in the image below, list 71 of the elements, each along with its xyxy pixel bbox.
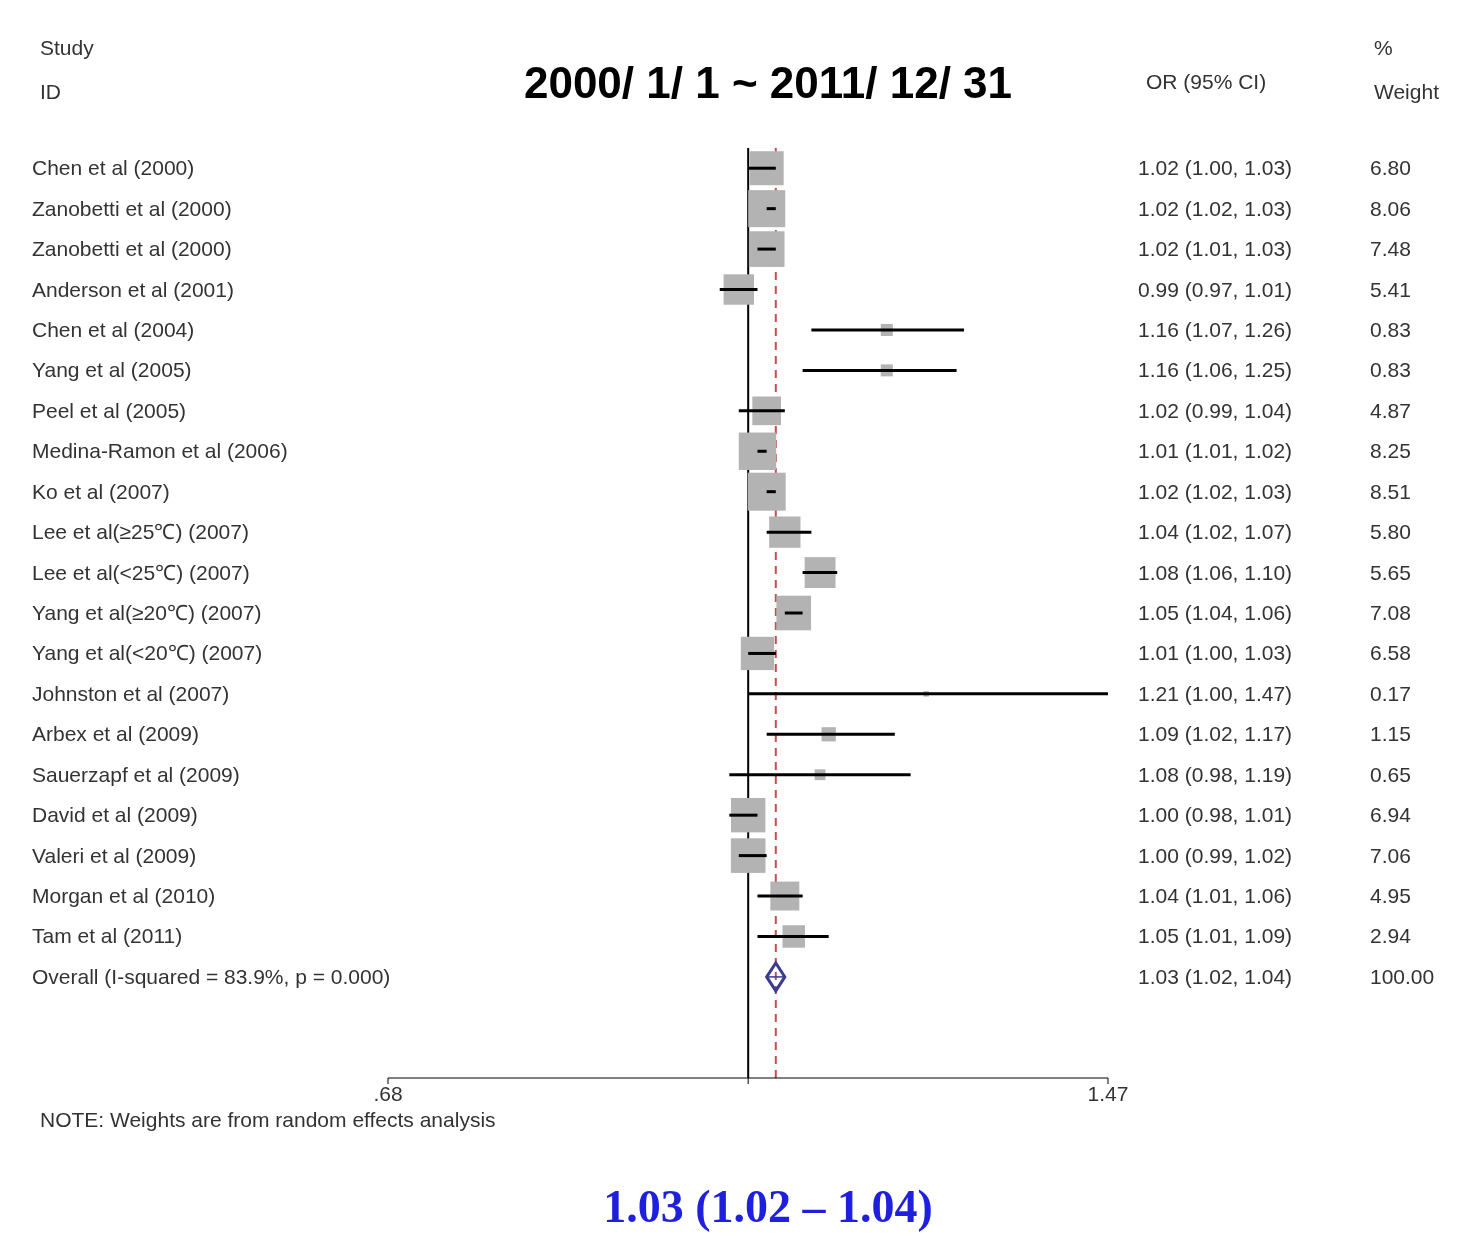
data-label: 1.00 (0.99, 1.02) xyxy=(1138,843,1293,867)
data-label: 1.05 (1.01, 1.09) xyxy=(1138,924,1293,948)
data-label: 1.02 (0.99, 1.04) xyxy=(1138,398,1293,422)
y-tick-label: Yang et al(<20℃) (2007) xyxy=(32,641,263,665)
y-tick-label: Valeri et al (2009) xyxy=(32,843,197,867)
y-tick-label: Zanobetti et al (2000) xyxy=(32,237,232,261)
data-label: 0.99 (0.97, 1.01) xyxy=(1138,277,1293,301)
text: 1.03 (1.02, 1.04) xyxy=(1138,964,1293,988)
text: NOTE: Weights are from random effects analysis xyxy=(40,1108,496,1132)
data-label: 1.02 (1.01, 1.03) xyxy=(1138,237,1293,261)
y-tick-label: Johnston et al (2007) xyxy=(32,681,230,705)
text: OR (95% CI) xyxy=(1146,70,1267,94)
text: 2.94 xyxy=(1370,924,1412,948)
text: 6.80 xyxy=(1370,156,1411,180)
text: 5.80 xyxy=(1370,520,1411,544)
y-tick-label: Yang et al (2005) xyxy=(32,358,192,382)
data-label: 1.16 (1.06, 1.25) xyxy=(1138,358,1293,382)
text: 8.25 xyxy=(1370,439,1411,463)
y-tick-label: David et al (2009) xyxy=(32,803,198,827)
text: 4.87 xyxy=(1370,398,1411,422)
text: 6.94 xyxy=(1370,803,1412,827)
data-label: 1.04 (1.01, 1.06) xyxy=(1138,884,1293,908)
y-tick-label: Sauerzapf et al (2009) xyxy=(32,762,240,786)
data-label: 1.08 (1.06, 1.10) xyxy=(1138,560,1293,584)
text: 8.51 xyxy=(1370,479,1411,503)
text: 0.65 xyxy=(1370,762,1411,786)
data-label: 1.01 (1.00, 1.03) xyxy=(1138,641,1293,665)
y-tick-label: Anderson et al (2001) xyxy=(32,277,234,301)
text: 4.95 xyxy=(1370,884,1411,908)
y-tick-label: Peel et al (2005) xyxy=(32,398,187,422)
data-label: 1.05 (1.04, 1.06) xyxy=(1138,601,1293,624)
data-label: 1.02 (1.02, 1.03) xyxy=(1138,479,1293,503)
text: 1.03 (1.02 – 1.04) xyxy=(602,1180,934,1233)
text: 5.65 xyxy=(1370,560,1411,584)
y-tick-label: Morgan et al (2010) xyxy=(32,884,216,908)
text: 6.58 xyxy=(1370,641,1411,665)
y-tick-label: Lee et al(<25℃) (2007) xyxy=(32,560,250,584)
y-tick-label: Arbex et al (2009) xyxy=(32,722,199,746)
data-label: 1.09 (1.02, 1.17) xyxy=(1138,722,1293,746)
data-label: 1.00 (0.98, 1.01) xyxy=(1138,803,1293,827)
text: 5.41 xyxy=(1370,277,1411,301)
y-tick-label: Yang et al(≥20℃) (2007) xyxy=(32,601,262,624)
text: 8.06 xyxy=(1370,196,1411,220)
y-tick-label: Zanobetti et al (2000) xyxy=(32,196,232,220)
text: 7.48 xyxy=(1370,237,1411,261)
data-label: 1.21 (1.00, 1.47) xyxy=(1138,681,1293,705)
text: 0.83 xyxy=(1370,317,1411,341)
text: 0.83 xyxy=(1370,358,1411,382)
y-tick-label: Tam et al (2011) xyxy=(32,924,183,948)
y-axis-title: Study ID xyxy=(40,35,95,105)
data-label: 1.02 (1.02, 1.03) xyxy=(1138,196,1293,220)
y-tick-label: Chen et al (2000) xyxy=(32,156,195,180)
chart-title: 2000/ 1/ 1 ~ 2011/ 12/ 31 xyxy=(522,58,1014,108)
data-label: 1.01 (1.01, 1.02) xyxy=(1138,439,1293,463)
text: 7.08 xyxy=(1370,601,1411,624)
text: 7.06 xyxy=(1370,843,1411,867)
y-tick-label: Medina-Ramon et al (2006) xyxy=(32,439,288,463)
data-label: 1.02 (1.00, 1.03) xyxy=(1138,156,1293,180)
y-tick-label: Ko et al (2007) xyxy=(32,479,170,503)
x-tick-label: .68 xyxy=(373,1081,403,1105)
x-tick-label: 1.47 xyxy=(1087,1081,1129,1105)
text: 1.15 xyxy=(1370,722,1411,746)
data-label: 1.16 (1.07, 1.26) xyxy=(1138,317,1293,341)
data-label: 1.08 (0.98, 1.19) xyxy=(1138,762,1293,786)
y-tick-label: Lee et al(≥25℃) (2007) xyxy=(32,520,249,544)
text: % Weight xyxy=(1374,35,1440,105)
y-tick-label: Overall (I-squared = 83.9%, p = 0.000) xyxy=(32,964,391,988)
y-tick-label: Chen et al (2004) xyxy=(32,317,195,341)
text: 0.17 xyxy=(1370,681,1411,705)
text: 100.00 xyxy=(1370,964,1435,988)
data-label: 1.04 (1.02, 1.07) xyxy=(1138,520,1293,544)
